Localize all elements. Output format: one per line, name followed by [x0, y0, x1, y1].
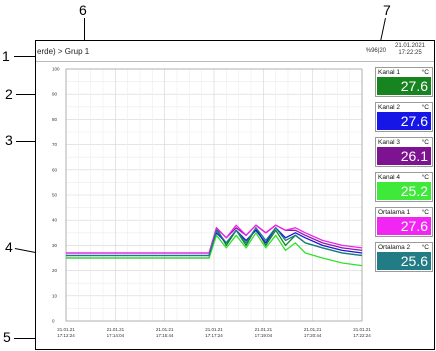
- callout-3: 3: [5, 132, 13, 148]
- x-tick-label: 21.01.21: [156, 327, 174, 332]
- series-line: [66, 224, 363, 254]
- y-tick-label: 80: [52, 117, 58, 122]
- battery-status: %96|20: [365, 48, 386, 54]
- channel-tile-kanal-2[interactable]: Kanal 2 °C 27.6: [375, 102, 433, 132]
- x-tick-label: 21.01.21: [255, 327, 273, 332]
- series-line: [66, 227, 363, 257]
- channel-tile-kanal-1[interactable]: Kanal 1 °C 27.6: [375, 67, 433, 97]
- x-tick-label: 21.01.21: [57, 327, 75, 332]
- series-line: [66, 232, 363, 267]
- callout-4: 4: [5, 239, 13, 255]
- callout-6-line: [84, 18, 85, 44]
- x-tick-label: 21.01.21: [205, 327, 223, 332]
- channel-name: Ortalama 2: [378, 244, 411, 251]
- y-tick-label: 10: [52, 293, 58, 298]
- x-tick-label: 17:12:24: [57, 333, 75, 338]
- header-divider: [36, 61, 434, 62]
- callout-7: 7: [383, 2, 391, 18]
- x-tick-label: 21.01.21: [353, 327, 371, 332]
- y-tick-label: 0: [52, 319, 55, 324]
- channel-value: 27.6: [377, 77, 431, 95]
- channel-name: Kanal 3: [378, 139, 401, 146]
- x-tick-label: 21.01.21: [107, 327, 125, 332]
- channel-unit: °C: [421, 209, 429, 216]
- channel-name: Kanal 4: [378, 174, 401, 181]
- channel-unit: °C: [421, 139, 429, 146]
- channel-name: Kanal 1: [378, 69, 401, 76]
- channel-value: 25.6: [377, 252, 431, 270]
- channel-value: 27.6: [377, 112, 431, 130]
- y-tick-label: 20: [52, 268, 58, 273]
- series-line: [66, 227, 363, 257]
- callout-2-line: [16, 94, 44, 95]
- x-tick-label: 21.01.21: [304, 327, 322, 332]
- channel-unit: °C: [421, 69, 429, 76]
- x-tick-label: 17:19:04: [255, 333, 273, 338]
- callout-5-line: [14, 338, 38, 339]
- channel-name: Kanal 2: [378, 104, 401, 111]
- time-text: 17:22:25: [398, 50, 422, 56]
- channel-value: 25.2: [377, 182, 431, 200]
- channel-panel: Kanal 1 °C 27.6 Kanal 2 °C 27.6 Kanal 3 …: [375, 67, 434, 277]
- breadcrumb[interactable]: erde) > Grup 1: [37, 47, 90, 56]
- callout-6: 6: [79, 2, 87, 18]
- y-tick-label: 100: [52, 67, 60, 72]
- channel-name: Ortalama 1: [378, 209, 411, 216]
- y-tick-label: 50: [52, 193, 58, 198]
- channel-tile-kanal-3[interactable]: Kanal 3 °C 26.1: [375, 137, 433, 167]
- x-tick-label: 17:22:24: [353, 333, 371, 338]
- datetime-display: 21.01.2021 17:22:25: [388, 43, 432, 57]
- channel-unit: °C: [421, 104, 429, 111]
- y-tick-label: 60: [52, 167, 58, 172]
- callout-2: 2: [5, 86, 13, 102]
- y-tick-label: 90: [52, 92, 58, 97]
- channel-value: 27.6: [377, 217, 431, 235]
- x-tick-label: 17:20:44: [304, 333, 322, 338]
- channel-tile-kanal-4[interactable]: Kanal 4 °C 25.2: [375, 172, 433, 202]
- channel-tile-ortalama-1[interactable]: Ortalama 1 °C 27.6: [375, 207, 433, 237]
- device-screen: erde) > Grup 1 %96|20 21.01.2021 17:22:2…: [35, 40, 435, 350]
- date-text: 21.01.2021: [394, 43, 426, 49]
- channel-value: 26.1: [377, 147, 431, 165]
- x-tick-label: 17:15:44: [156, 333, 174, 338]
- callout-5: 5: [3, 329, 11, 345]
- y-tick-label: 70: [52, 142, 58, 147]
- y-tick-label: 40: [52, 218, 58, 223]
- channel-tile-ortalama-2[interactable]: Ortalama 2 °C 25.6: [375, 242, 433, 272]
- channel-unit: °C: [421, 244, 429, 251]
- plot-frame: [65, 68, 363, 322]
- y-tick-label: 30: [52, 243, 58, 248]
- callout-1: 1: [2, 48, 10, 64]
- callout-1-line: [14, 56, 36, 57]
- x-tick-label: 17:14:04: [107, 333, 125, 338]
- trend-chart[interactable]: 010203040506070809010021.01.2117:12:2421…: [36, 63, 374, 350]
- channel-unit: °C: [421, 174, 429, 181]
- x-tick-label: 17:17:24: [205, 333, 223, 338]
